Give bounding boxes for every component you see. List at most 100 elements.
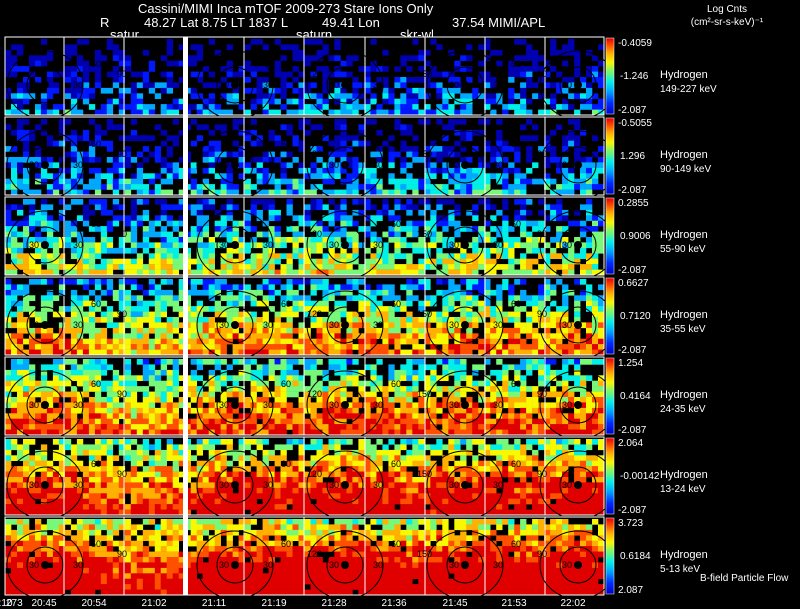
heat-cell [112, 220, 120, 227]
heat-cell [130, 311, 138, 318]
heat-cell [35, 220, 42, 227]
heat-cell [418, 300, 425, 307]
heat-cell [58, 429, 66, 436]
heat-cell [376, 242, 383, 249]
heat-cell [346, 413, 353, 419]
heat-cell [172, 242, 179, 249]
heat-cell [442, 279, 449, 285]
heat-cell [220, 439, 227, 445]
heat-cell [520, 264, 527, 270]
heat-cell [394, 429, 401, 436]
heat-cell [328, 349, 335, 356]
heat-cell [496, 93, 503, 99]
heat-cell [166, 391, 173, 398]
heat-cell [502, 402, 509, 409]
heat-cell [448, 322, 455, 329]
heat-cell [298, 359, 305, 365]
heat-cell [340, 380, 347, 387]
heat-cell [472, 173, 479, 179]
heat-cell [226, 424, 233, 430]
heat-cell [70, 402, 78, 409]
heat-cell [226, 364, 233, 371]
heat-cell [466, 279, 473, 285]
heat-cell [544, 375, 551, 381]
heat-cell [496, 226, 503, 232]
heat-cell [370, 333, 377, 339]
heat-cell [5, 397, 12, 403]
heat-cell [430, 242, 437, 249]
heat-cell [388, 380, 395, 387]
heat-cell [160, 429, 167, 436]
heat-cell [154, 375, 162, 381]
heat-cell [490, 391, 497, 398]
heat-cell [88, 157, 96, 163]
heat-cell [106, 157, 114, 163]
heat-cell [340, 178, 347, 185]
heat-cell [364, 104, 371, 110]
heat-cell [238, 104, 245, 110]
heat-cell [23, 93, 30, 99]
heat-cell [442, 397, 449, 403]
heat-cell [250, 344, 257, 350]
heat-cell [286, 184, 293, 190]
heat-cell [208, 284, 215, 291]
heat-cell [520, 124, 527, 131]
heat-cell [586, 327, 593, 334]
heat-cell [352, 242, 359, 249]
heat-cell [94, 199, 102, 205]
heat-cell [394, 333, 401, 339]
heat-cell [538, 429, 545, 436]
heat-cell [346, 253, 353, 259]
heat-cell [148, 338, 156, 345]
heat-cell [238, 386, 245, 392]
heat-cell [100, 344, 108, 350]
heat-cell [94, 124, 102, 131]
heat-cell [262, 338, 269, 345]
heat-cell [352, 279, 359, 285]
heat-cell [64, 184, 72, 190]
heat-cell [508, 289, 515, 296]
heat-cell [370, 60, 377, 67]
heat-cell [334, 204, 341, 211]
heat-cell [550, 311, 557, 318]
flow-center-marker [341, 81, 349, 89]
heat-cell [5, 429, 12, 436]
contour-label: 30 [219, 160, 229, 170]
heat-cell [94, 300, 102, 307]
heat-cell [154, 338, 162, 345]
heat-cell [358, 429, 365, 436]
heat-cell [64, 220, 72, 227]
contour-label: 30 [29, 400, 39, 410]
heat-cell [64, 439, 72, 445]
heat-cell [46, 237, 54, 243]
heat-cell [556, 338, 563, 345]
heat-cell [586, 253, 593, 259]
heat-cell [478, 364, 485, 371]
heat-cell [280, 386, 287, 392]
heat-cell [442, 295, 449, 301]
heat-cell [418, 209, 425, 216]
heat-cell [166, 369, 173, 376]
heat-cell [112, 204, 120, 211]
heat-cell [376, 162, 383, 169]
heat-cell [88, 151, 96, 158]
heat-cell [58, 439, 66, 445]
heat-cell [220, 327, 227, 334]
heat-cell [364, 178, 371, 185]
heat-cell [202, 413, 209, 419]
heat-cell [5, 204, 12, 211]
heat-cell [100, 237, 108, 243]
heat-cell [106, 220, 114, 227]
heat-cell [328, 311, 335, 318]
heat-cell [23, 146, 30, 152]
heat-cell [538, 66, 545, 72]
heat-cell [154, 173, 162, 179]
heat-cell [562, 349, 569, 356]
heat-cell [460, 258, 467, 265]
heat-cell [40, 215, 48, 221]
heat-cell [58, 209, 66, 216]
heat-cell [142, 209, 150, 216]
heat-cell [400, 284, 407, 291]
heat-cell [556, 279, 563, 285]
heat-cell [220, 269, 227, 276]
